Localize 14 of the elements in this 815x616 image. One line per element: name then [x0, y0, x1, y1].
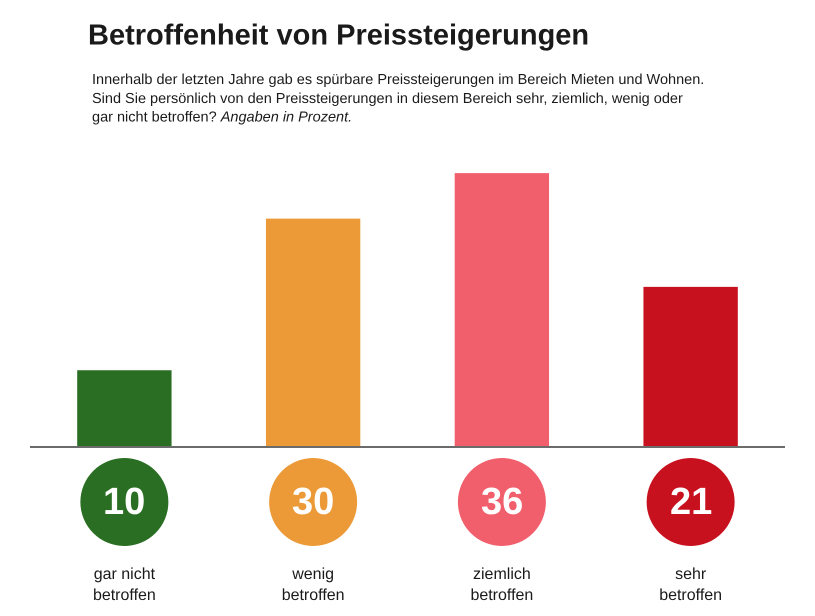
bar	[643, 286, 738, 446]
data-label: 10	[103, 481, 146, 523]
x-tick-label: sehr betroffen	[659, 566, 722, 604]
x-tick-label: ziemlich betroffen	[470, 566, 534, 604]
data-label: 36	[481, 481, 524, 523]
bar	[454, 173, 550, 446]
bar	[266, 218, 360, 446]
x-tick-label: gar nicht betroffen	[92, 566, 156, 604]
x-tick-label: wenig betroffen	[282, 566, 345, 604]
text: Angaben in Prozent.	[220, 110, 352, 126]
chart-title: Betroffenheit von Preissteigerungen	[88, 19, 590, 52]
data-label: 30	[292, 481, 334, 523]
data-label: 21	[670, 481, 712, 523]
bar	[77, 370, 172, 446]
